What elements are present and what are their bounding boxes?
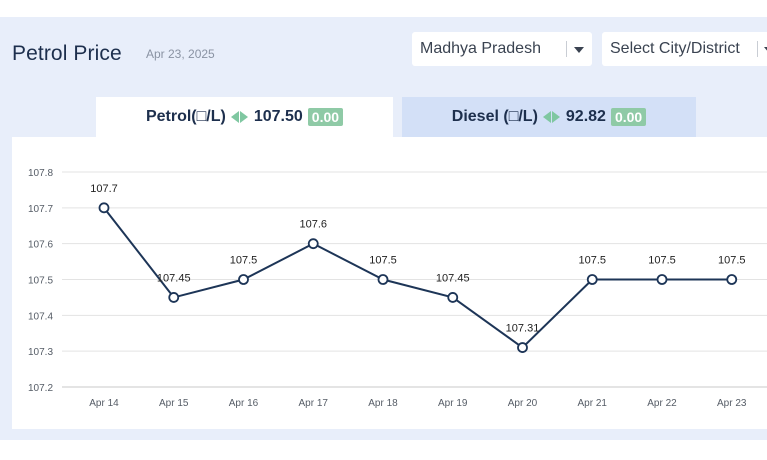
tab-diesel[interactable]: Diesel (□/L) 92.82 0.00 [402,97,696,137]
x-tick-label: Apr 19 [438,398,468,409]
price-date: Apr 23, 2025 [146,47,215,61]
x-tick-label: Apr 21 [578,398,608,409]
data-label: 107.5 [718,255,746,267]
select-divider [566,41,567,57]
data-label: 107.45 [436,272,470,284]
data-label: 107.5 [578,255,606,267]
city-select[interactable]: Select City/District [602,32,767,66]
data-point [656,274,668,285]
x-tick-label: Apr 20 [508,398,538,409]
data-point [238,274,249,285]
tab-diesel-price: 92.82 [565,108,606,125]
x-tick-label: Apr 18 [368,398,398,409]
y-tick-label: 107.8 [28,168,53,179]
tab-diesel-change-badge: 0.00 [610,108,647,126]
page-title: Petrol Price [12,42,122,65]
x-tick-label: Apr 17 [299,398,329,409]
data-point [377,274,389,285]
tab-petrol-label: Petrol(□/L) [145,108,226,125]
data-point [168,292,180,303]
tab-petrol-change-badge: 0.00 [307,108,344,126]
data-label: 107.45 [157,272,191,284]
data-label: 107.7 [90,183,118,195]
data-point [447,292,459,303]
x-tick-label: Apr 22 [647,398,677,409]
x-tick-label: Apr 15 [159,398,189,409]
y-tick-label: 107.4 [28,311,53,322]
chevron-down-icon[interactable] [574,47,584,53]
data-label: 107.5 [230,255,258,267]
data-point [98,202,110,214]
data-point [726,274,738,285]
y-tick-label: 107.3 [28,347,53,358]
price-change-icon [542,111,560,123]
state-select[interactable]: Madhya Pradesh [412,32,592,66]
tab-petrol[interactable]: Petrol(□/L) 107.50 0.00 [96,97,393,137]
y-tick-label: 107.6 [28,240,53,251]
select-divider [757,41,758,57]
data-label: 107.31 [506,323,540,335]
x-tick-label: Apr 14 [89,398,119,409]
price-chart: 107.8 107.7 107.6 107.5 107.4 107.3 107.2 Apr 1… [12,137,767,429]
y-tick-label: 107.5 [28,276,53,287]
state-select-value: Madhya Pradesh [420,40,541,57]
tab-diesel-label: Diesel (□/L) [451,108,538,125]
series-line [103,207,732,349]
y-tick-label: 107.7 [28,204,53,215]
data-label: 107.5 [369,255,397,267]
price-change-icon [230,111,248,123]
chevron-down-icon[interactable] [764,47,767,53]
data-label: 107.6 [299,219,327,231]
data-label: 107.5 [648,255,676,267]
city-select-value: Select City/District [610,40,740,57]
data-point [586,274,598,285]
data-point [517,342,528,353]
x-tick-label: Apr 16 [229,398,259,409]
x-tick-label: Apr 23 [717,398,747,409]
tab-petrol-price: 107.50 [253,108,303,125]
line-chart: 107.8 107.7 107.6 107.5 107.4 107.3 107.2 Apr 1… [28,168,767,409]
y-tick-label: 107.2 [28,383,53,394]
data-point [307,238,319,250]
